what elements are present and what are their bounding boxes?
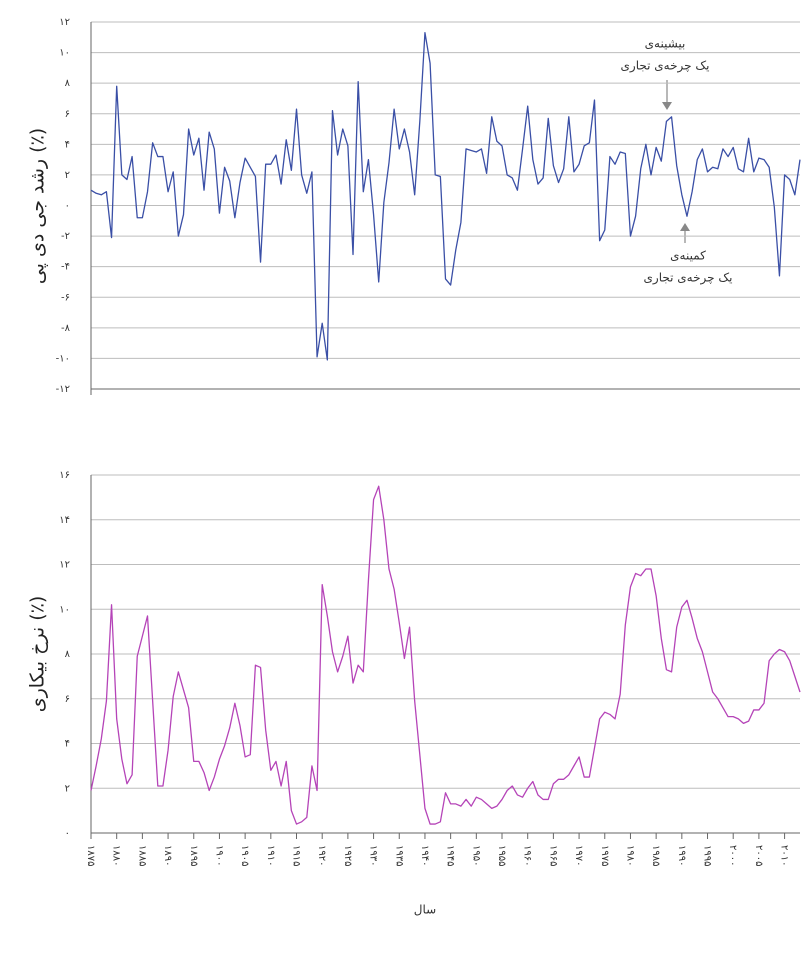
y-tick-label: ۴ (65, 139, 70, 150)
y-tick-label: -۱۰ (56, 353, 70, 364)
x-tick-label: ۱۹۴۵ (445, 845, 456, 866)
x-tick-label: ۱۹۹۰ (676, 845, 687, 866)
annotation: بیشینه‌ی (645, 37, 686, 51)
y-tick-label: ۰ (65, 201, 70, 212)
x-tick-label: ۱۹۳۰ (368, 845, 379, 866)
data-line (90, 32, 801, 361)
x-tick-label: ۱۹۰۵ (239, 845, 250, 866)
y-tick-label: ۱۰ (59, 48, 70, 59)
x-tick-label: ۱۹۷۵ (599, 845, 610, 866)
y-tick-label: ۱۴ (59, 515, 70, 526)
x-tick-label: ۱۸۷۵ (85, 845, 96, 866)
y-tick-label: ۶ (65, 694, 70, 705)
x-tick-label: ۱۹۳۵ (393, 845, 404, 866)
x-tick-label: ۱۹۱۰ (265, 845, 276, 866)
x-tick-label: ۱۹۲۵ (342, 845, 353, 866)
x-tick-label: ۱۹۶۰ (522, 845, 533, 866)
annotation: یک چرخه‌ی تجاری (644, 271, 733, 286)
y-axis-label: رشد جی دی پی (٪) (27, 128, 49, 284)
x-tick-label: ۱۹۲۰ (316, 845, 327, 866)
x-tick-label: ۱۹۸۰ (624, 845, 635, 866)
x-tick-label: ۲۰۱۰ (779, 845, 790, 866)
y-tick-label: ۱۲ (59, 17, 70, 28)
y-tick-label: ۲ (65, 783, 70, 794)
y-tick-label: ۴ (65, 739, 70, 750)
annotation: کمینه‌ی (670, 249, 706, 263)
x-tick-label: ۱۹۶۵ (547, 845, 558, 866)
x-axis-label: سال (414, 903, 436, 917)
x-tick-label: ۱۹۷۰ (573, 845, 584, 866)
y-tick-label: ۸ (65, 78, 71, 89)
data-line (90, 485, 801, 825)
annotation: یک چرخه‌ی تجاری (621, 59, 710, 74)
x-tick-label: ۱۹۵۵ (496, 845, 507, 866)
x-tick-label: ۱۸۹۰ (162, 845, 173, 866)
y-tick-label: ۸ (65, 649, 71, 660)
x-tick-label: ۱۹۱۵ (291, 845, 302, 866)
y-tick-label: ۱۲ (59, 560, 70, 571)
x-tick-label: ۱۹۹۵ (702, 845, 713, 866)
y-tick-label: ۱۰ (59, 604, 70, 615)
y-tick-label: -۲ (61, 231, 70, 242)
x-tick-label: ۱۹۴۰ (419, 845, 430, 866)
y-tick-label: -۱۲ (56, 384, 70, 395)
y-tick-label: ۱۶ (59, 470, 70, 481)
y-tick-label: ۶ (65, 109, 70, 120)
y-tick-label: -۶ (61, 292, 70, 303)
x-tick-label: ۱۹۵۰ (470, 845, 481, 866)
y-tick-label: -۴ (61, 262, 70, 273)
y-tick-label: ۰ (65, 828, 70, 839)
x-tick-label: ۲۰۰۰ (727, 845, 738, 866)
y-tick-label: ۲ (65, 170, 70, 181)
x-tick-label: ۱۹۸۵ (650, 845, 661, 866)
y-axis-label: نرخ بیکاری (٪) (27, 596, 49, 713)
y-tick-label: -۸ (61, 323, 71, 334)
x-tick-label: ۱۹۰۰ (213, 845, 224, 866)
x-tick-label: ۱۸۸۰ (111, 845, 122, 866)
x-tick-label: ۱۸۸۵ (136, 845, 147, 866)
x-tick-label: ۲۰۰۵ (753, 845, 764, 866)
x-tick-label: ۱۸۹۵ (188, 845, 199, 866)
